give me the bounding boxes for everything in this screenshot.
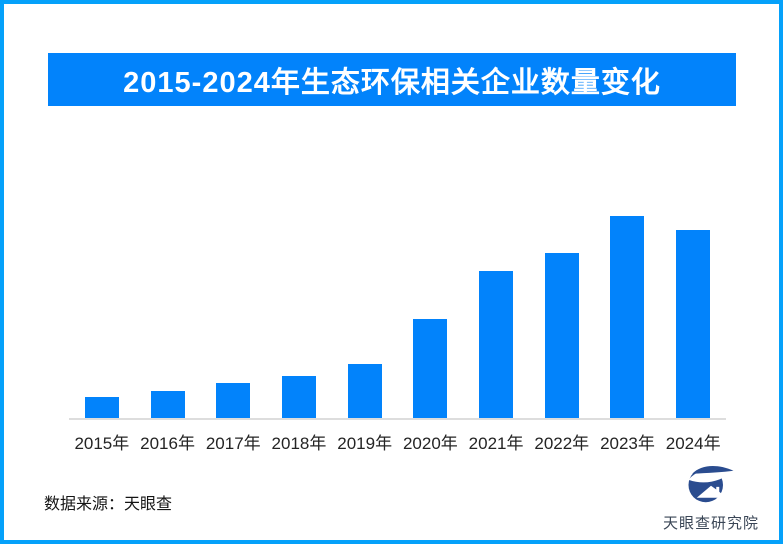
bar-2019年	[347, 364, 382, 418]
chart-title: 2015-2024年生态环保相关企业数量变化	[123, 66, 661, 99]
bar-slot	[463, 106, 529, 418]
tianyancha-eye-house-icon	[687, 463, 735, 509]
bar-slot	[595, 106, 661, 418]
plot-area	[69, 106, 726, 420]
bar-chart: 2015年 2016年 2017年 2018年 2019年 2020年 2021年 2022年…	[69, 106, 726, 454]
bar-slot	[332, 106, 398, 418]
bar-slot	[660, 106, 726, 418]
x-tick-label: 2023年	[600, 434, 655, 453]
data-source-label: 数据来源：天眼查	[44, 496, 173, 513]
bar-2022年	[544, 253, 579, 418]
x-tick-label: 2022年	[534, 434, 590, 453]
bar-2018年	[281, 376, 316, 418]
x-tick-label: 2021年	[468, 434, 524, 453]
bar-slot	[69, 106, 135, 418]
bar-slot	[200, 106, 266, 418]
bar-2021年	[479, 271, 514, 418]
bar-2023年	[610, 216, 645, 418]
x-tick-label: 2016年	[140, 434, 195, 453]
bar-slot	[398, 106, 464, 418]
title-banner: 2015-2024年生态环保相关企业数量变化	[48, 53, 736, 106]
x-tick-label: 2018年	[271, 434, 327, 453]
brand-logo-text: 天眼查研究院	[662, 515, 759, 532]
x-axis-labels: 2015年 2016年 2017年 2018年 2019年 2020年 2021年 2022年…	[69, 429, 726, 454]
bar-slot	[266, 106, 332, 418]
bar-2024年	[676, 230, 711, 418]
x-tick-label: 2015年	[74, 434, 130, 453]
x-tick-label: 2020年	[402, 434, 458, 453]
bar-slot	[135, 106, 201, 418]
brand-logo: 天眼查研究院	[655, 463, 767, 533]
bar-slot	[529, 106, 595, 418]
bar-2020年	[413, 319, 448, 418]
bar-2016年	[150, 391, 185, 418]
bar-2015年	[84, 397, 119, 418]
x-tick-label: 2019年	[337, 434, 393, 453]
x-tick-label: 2017年	[205, 434, 261, 453]
x-tick-label: 2024年	[665, 434, 721, 453]
bar-2017年	[216, 383, 251, 418]
